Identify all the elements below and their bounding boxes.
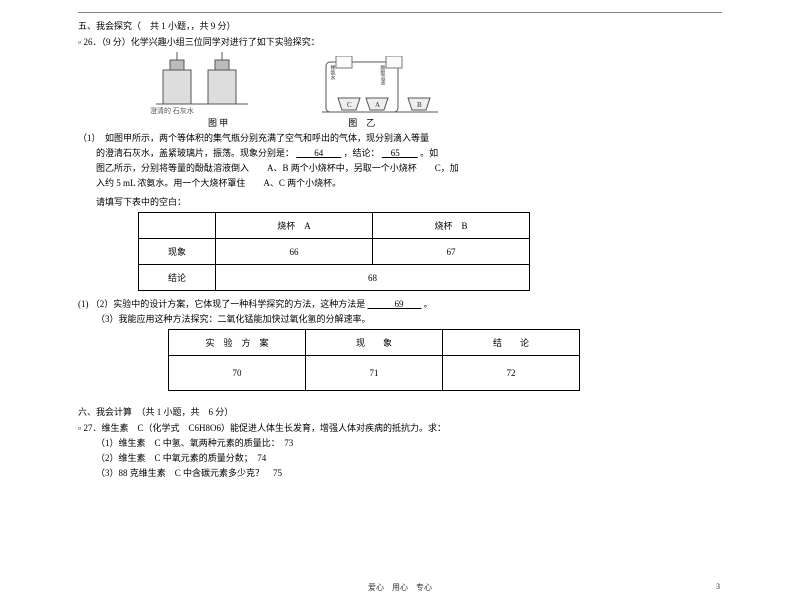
section6-title: 六、我会计算 （共 1 小题，共 6 分）: [78, 405, 722, 418]
t1-h2: 烧杯 A: [216, 213, 373, 239]
q27-l3: （3）88 克维生素 C 中含碳元素多少克？ 75: [78, 466, 722, 479]
figure-jia: 澄清的 石灰水: [148, 52, 268, 116]
p1-l1: （1） 如图甲所示，两个等体积的集气瓶分别充满了空气和呼出的气体，现分别滴入等量: [78, 131, 722, 144]
t1-h3: 烧杯 B: [373, 213, 530, 239]
t1-r2c23: 68: [216, 265, 530, 291]
t2-r1c2: 71: [306, 356, 443, 391]
t1-r1c1: 现象: [139, 239, 216, 265]
p2-l1a: (1) （2）实验中的设计方案，它体现了一种科学探究的方法，这种方法是: [78, 299, 365, 309]
p3-l1: （3）我能应用这种方法探究：二氧化锰能加快过氧化氢的分解速率。: [78, 312, 722, 325]
figure-yi: C A B 稀氨水 酚酞溶液: [308, 56, 458, 116]
jia-sub: 澄清的 石灰水: [150, 106, 194, 116]
table-1: 烧杯 A 烧杯 B 现象 66 67 结论 68: [138, 212, 530, 291]
svg-text:稀氨水: 稀氨水: [330, 64, 336, 80]
t2-r1c3: 72: [443, 356, 580, 391]
q27-head: ▫ 27．维生素 C（化学式 C6H8O6）能促进人体生长发育，增强人体对疾病的…: [78, 421, 722, 434]
svg-text:酚酞溶液: 酚酞溶液: [380, 64, 386, 86]
t1-r2c1: 结论: [139, 265, 216, 291]
t1-r1c3: 67: [373, 239, 530, 265]
figure-row: 澄清的 石灰水 C A B 稀氨水 酚酞溶液: [148, 52, 722, 116]
table-row: 烧杯 A 烧杯 B: [139, 213, 530, 239]
p1-l2-row: 的澄清石灰水，盖紧玻璃片，振荡。现象分别是： 64 ，结论： 65 。如: [78, 146, 722, 159]
p1-tail: 。如: [420, 148, 438, 158]
q26-head: ▫ 26．（9 分）化学兴趣小组三位同学对进行了如下实验探究：: [78, 35, 722, 48]
jia-caption: 图 甲: [208, 116, 228, 129]
svg-text:C: C: [347, 101, 352, 109]
svg-text:B: B: [417, 101, 422, 109]
p1-l3: 图乙所示，分别将等量的酚酞溶液倒入 A、B 两个小烧杯中，另取一个小烧杯 C，加: [78, 161, 722, 174]
t1-h1: [139, 213, 216, 239]
blank-69: 69: [368, 299, 422, 309]
footer-center: 爱心 用心 专心: [368, 582, 432, 593]
table-row: 结论 68: [139, 265, 530, 291]
table-row: 70 71 72: [169, 356, 580, 391]
table-2: 实 验 方 案 现 象 结 论 70 71 72: [168, 329, 580, 391]
section5-title: 五、我会探究（ 共 1 小题，，共 9 分）: [78, 19, 722, 32]
blank-64: 64: [296, 148, 341, 158]
p2-l1b: 。: [424, 299, 433, 309]
t2-h1: 实 验 方 案: [169, 330, 306, 356]
q27-l2: （2）维生素 C 中氧元素的质量分数； 74: [78, 451, 722, 464]
figure-jia-svg: [148, 52, 268, 112]
yi-caption: 图 乙: [348, 116, 375, 129]
figure-yi-svg: C A B 稀氨水 酚酞溶液: [308, 56, 458, 116]
svg-text:A: A: [375, 101, 380, 109]
t1-r1c2: 66: [216, 239, 373, 265]
p1-l2: 的澄清石灰水，盖紧玻璃片，振荡。现象分别是：: [96, 148, 294, 158]
footer-page: 3: [716, 582, 720, 591]
blank-65: 65: [382, 148, 418, 158]
table-row: 实 验 方 案 现 象 结 论: [169, 330, 580, 356]
t2-h3: 结 论: [443, 330, 580, 356]
t2-r1c1: 70: [169, 356, 306, 391]
caption-row: 图 甲 图 乙: [208, 116, 722, 129]
q27-l1: （1）维生素 C 中氢、氧两种元素的质量比： 73: [78, 436, 722, 449]
t2-h2: 现 象: [306, 330, 443, 356]
p1-mid: ，结论：: [344, 148, 380, 158]
table-row: 现象 66 67: [139, 239, 530, 265]
page-container: 五、我会探究（ 共 1 小题，，共 9 分） ▫ 26．（9 分）化学兴趣小组三…: [0, 0, 800, 479]
p1-l4: 入约 5 mL 浓氨水。用一个大烧杯罩住 A、C 两个小烧杯。: [78, 176, 722, 189]
p1-l5: 请填写下表中的空白：: [78, 195, 722, 208]
p2-row: (1) （2）实验中的设计方案，它体现了一种科学探究的方法，这种方法是 69 。: [78, 297, 722, 310]
top-rule: [78, 12, 722, 13]
